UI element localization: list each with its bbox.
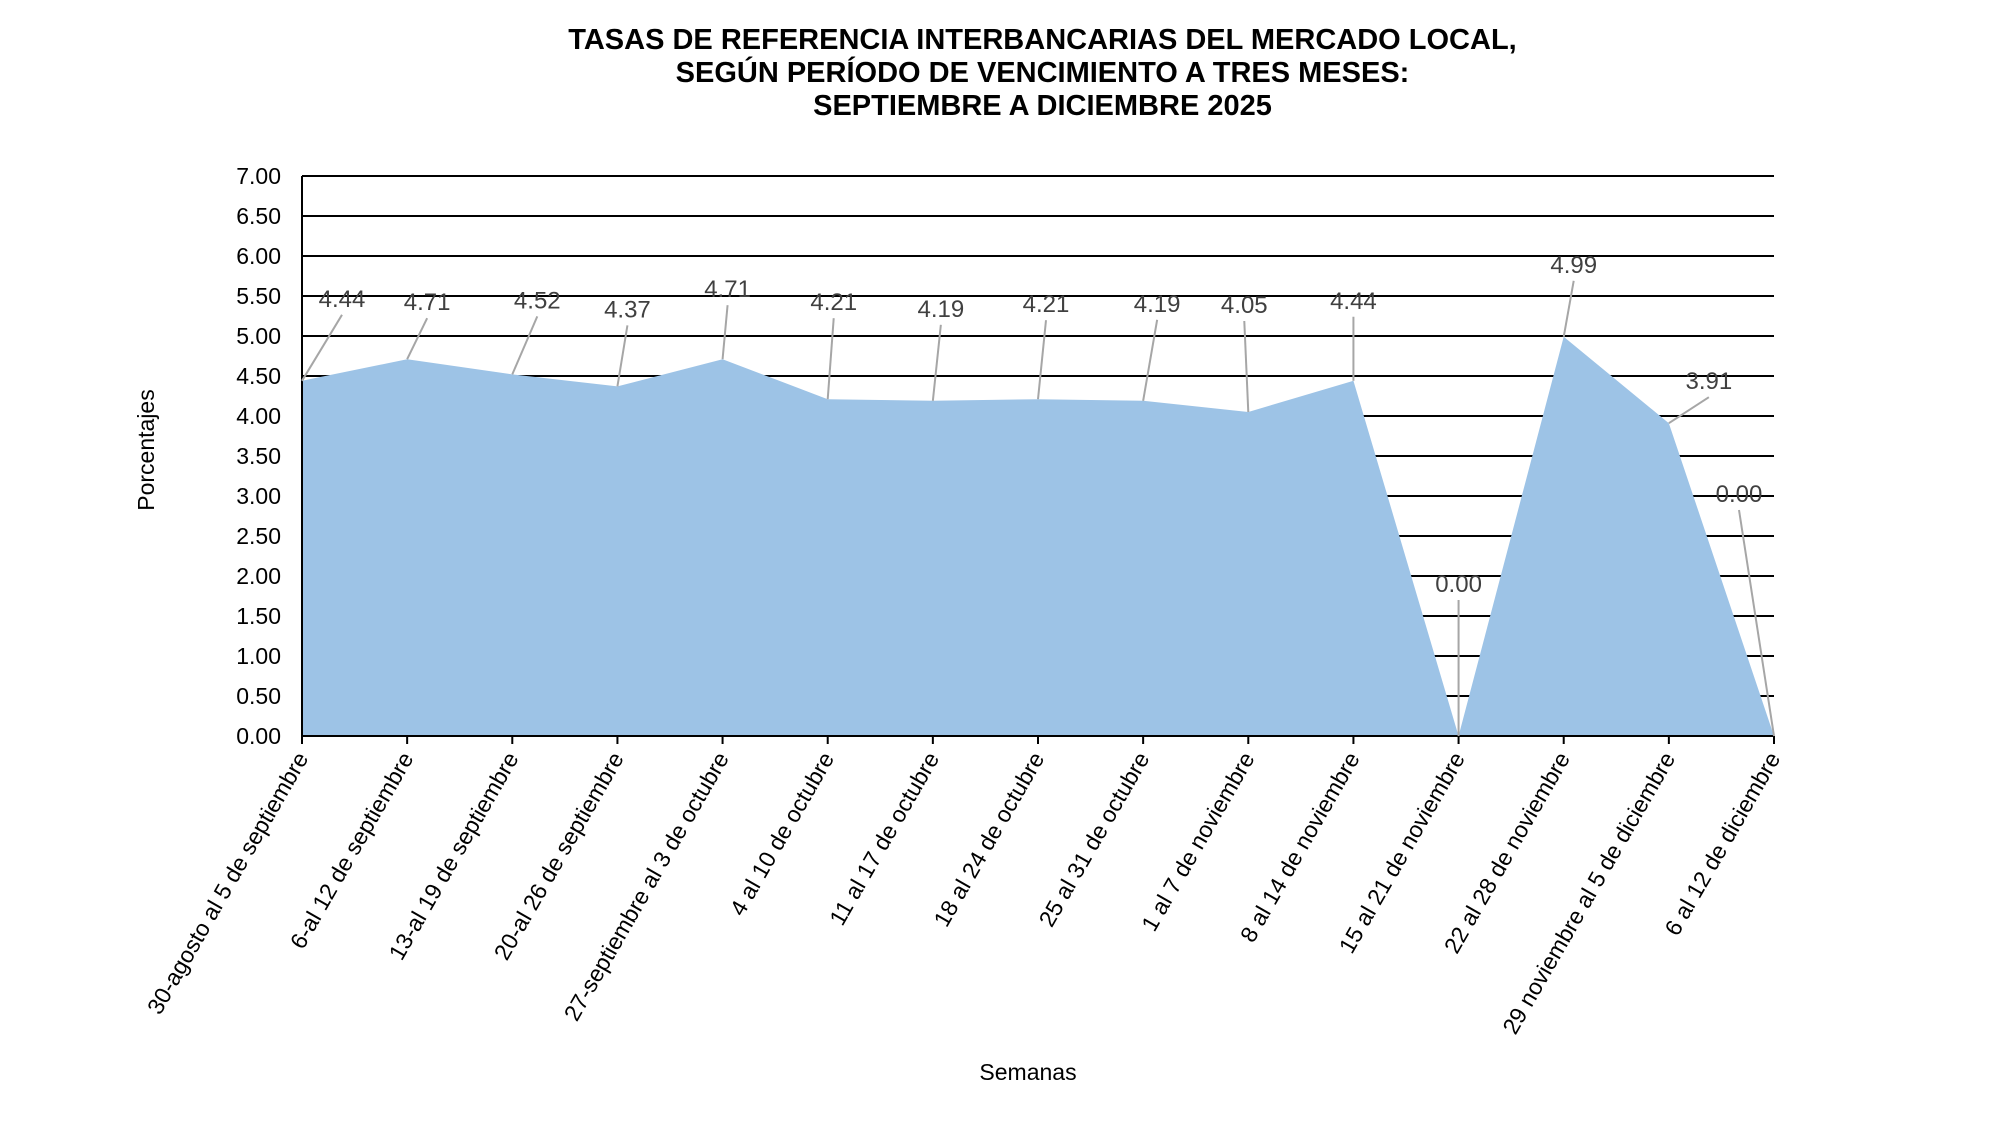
area-layer [302, 336, 1774, 736]
y-tick-label: 1.00 [236, 643, 281, 669]
x-axis-title: Semanas [979, 1059, 1076, 1085]
data-label-leader [1243, 320, 1250, 413]
y-tick-label: 3.50 [236, 443, 281, 469]
x-tick-label: 30-agosto al 5 de septiembre [142, 748, 313, 1019]
data-label: 4.19 [917, 296, 964, 323]
data-label: 4.52 [514, 287, 561, 314]
data-label-leader [931, 324, 942, 401]
data-label-leader [1037, 320, 1047, 400]
data-label: 0.00 [1435, 571, 1482, 598]
y-axis-title: Porcentajes [133, 389, 159, 510]
y-tick-label: 1.50 [236, 603, 281, 629]
data-label: 4.71 [404, 289, 451, 316]
chart-title-line-1: TASAS DE REFERENCIA INTERBANCARIAS DEL M… [568, 24, 1517, 56]
data-label-leader [1142, 319, 1159, 401]
data-label: 4.05 [1221, 292, 1268, 319]
y-tick-label: 5.50 [236, 283, 281, 309]
y-tick-label: 4.00 [236, 403, 281, 429]
x-tick-label: 8 al 14 de noviembre [1235, 748, 1365, 947]
x-tick-label: 4 al 10 de octubre [724, 748, 839, 920]
x-tick-label: 29 noviembre al 5 de diciembre [1497, 748, 1680, 1039]
data-label: 4.44 [319, 286, 366, 313]
data-label-leader [1738, 509, 1775, 737]
data-label: 4.44 [1330, 288, 1377, 315]
y-tick-label: 2.50 [236, 523, 281, 549]
y-tick-label: 6.50 [236, 203, 281, 229]
data-label-leader [616, 325, 629, 387]
y-tick-label: 5.00 [236, 323, 281, 349]
data-labels: 4.44 4.71 4.52 4.37 4.71 4.21 4.19 4.21 4.19 4.05… [319, 252, 1763, 598]
y-tick-label: 3.00 [236, 483, 281, 509]
area-series [302, 336, 1774, 736]
y-tick-label: 0.50 [236, 683, 281, 709]
chart-title-line-2: SEGÚN PERÍODO DE VENCIMIENTO A TRES MESE… [675, 57, 1410, 89]
data-label-leader [826, 318, 835, 400]
chart-title: TASAS DE REFERENCIA INTERBANCARIAS DEL M… [0, 24, 2000, 123]
y-tick-label: 2.00 [236, 563, 281, 589]
data-label: 4.21 [810, 289, 857, 316]
y-tick-labels: 0.00 0.50 1.00 1.50 2.00 2.50 3.00 3.50 4.00 4.50… [236, 163, 281, 749]
data-label: 4.19 [1134, 291, 1181, 318]
y-tick-label: 4.50 [236, 363, 281, 389]
data-label: 4.21 [1023, 291, 1070, 318]
x-tick-label: 1 al 7 de noviembre [1136, 748, 1260, 936]
data-label-leader [1562, 280, 1575, 337]
data-label-leader [721, 305, 729, 360]
x-tick-label: 6 al 12 de diciembre [1659, 748, 1785, 940]
data-label-leader [1668, 396, 1710, 425]
axes [301, 176, 1775, 744]
x-tick-label: 6-al 12 de septiembre [285, 748, 419, 954]
y-tick-label: 6.00 [236, 243, 281, 269]
y-tick-label: 7.00 [236, 163, 281, 189]
chart-title-line-3: SEPTIEMBRE A DICIEMBRE 2025 [813, 90, 1272, 122]
data-label: 3.91 [1685, 368, 1732, 395]
data-label: 4.37 [604, 296, 651, 323]
x-tick-label: 18 al 24 de octubre [928, 748, 1049, 932]
data-label-leader [511, 316, 539, 375]
x-tick-label: 11 al 17 de octubre [824, 748, 944, 930]
data-label-leaders [301, 280, 1775, 737]
data-label: 4.99 [1550, 252, 1597, 279]
data-label: 4.71 [704, 276, 751, 303]
y-tick-label: 0.00 [236, 723, 281, 749]
x-tick-label: 25 al 31 de octubre [1033, 748, 1154, 932]
data-label-leader [301, 314, 343, 382]
data-label: 0.00 [1716, 481, 1763, 508]
data-label-leader [406, 317, 429, 360]
